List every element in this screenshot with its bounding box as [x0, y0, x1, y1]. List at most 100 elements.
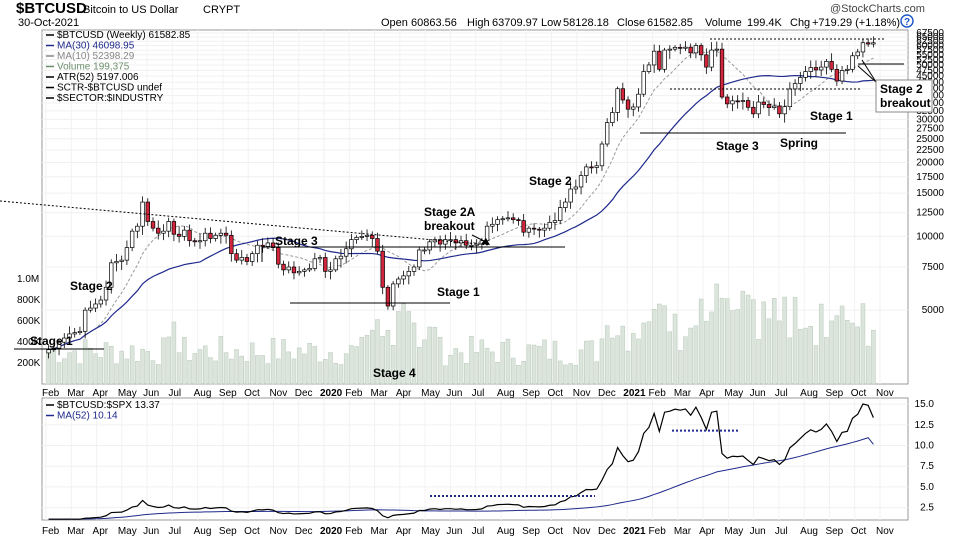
date-tick-label: Aug	[800, 526, 818, 537]
ratio-tick-label: 12.5	[915, 420, 935, 431]
annotation-stage2-left: Stage 2	[70, 279, 113, 293]
candle-body	[693, 45, 699, 54]
ratio-line	[48, 403, 874, 520]
volume-bar	[406, 311, 412, 385]
date-tick-label: Dec	[295, 526, 313, 537]
volume-bar	[678, 350, 683, 385]
volume-bar	[704, 320, 709, 385]
volume-bar	[552, 340, 558, 385]
volume-bar	[229, 358, 234, 385]
candle-body	[354, 237, 359, 240]
candle-body	[422, 249, 427, 252]
candle-body	[646, 64, 652, 72]
candle-body	[698, 45, 704, 56]
date-tick-label: Feb	[345, 388, 363, 399]
candle-body	[578, 175, 584, 188]
candle-body	[62, 337, 67, 343]
annotation-stage1-left: Stage 1	[30, 334, 73, 348]
candle-body	[751, 106, 756, 115]
candle-body	[119, 259, 124, 262]
candle-body	[182, 229, 187, 237]
date-tick-label: 2021	[623, 526, 646, 537]
candle-body	[281, 263, 286, 271]
volume-bar	[620, 325, 626, 385]
date-tick-label: Jun	[446, 526, 462, 537]
legend-entry: SCTR-$BTCUSD undef	[57, 83, 162, 94]
volume-bar	[672, 313, 678, 385]
candle-body	[192, 240, 197, 243]
volume-bar	[338, 364, 344, 385]
candle-body	[782, 106, 787, 115]
date-tick-label: Nov	[269, 526, 287, 537]
candle-body	[114, 261, 119, 264]
candle-body	[667, 48, 672, 51]
candle-body	[772, 105, 777, 108]
candle-body	[187, 229, 192, 242]
candle-body	[636, 93, 641, 108]
candle-body	[792, 83, 798, 90]
volume-bar	[521, 361, 526, 385]
volume-bar	[114, 363, 119, 385]
volume-bar	[333, 363, 338, 385]
candle-body	[229, 234, 234, 255]
date-tick-label: Oct	[547, 526, 563, 537]
date-tick-label: Jun	[143, 388, 159, 399]
chg-label: Chg	[790, 17, 810, 29]
volume-bar	[756, 339, 761, 385]
candle-body	[547, 222, 552, 229]
annotation-stage1-right: Stage 1	[810, 109, 853, 123]
volume-bar	[495, 361, 500, 385]
price-tick-label: 62500	[916, 36, 944, 47]
volume-bar	[526, 344, 532, 385]
price-tick-label: 67500	[916, 28, 944, 39]
volume-bar	[140, 348, 145, 385]
candle-body	[296, 270, 302, 274]
candle-body	[766, 104, 772, 108]
date-tick-label: Oct	[244, 526, 260, 537]
date-tick-label: Nov	[876, 388, 894, 399]
close-label: Close	[617, 17, 645, 29]
volume-bar	[145, 351, 151, 385]
help-icon[interactable]: ?	[900, 14, 914, 28]
volume-bar	[651, 308, 657, 385]
date-tick-label: Oct	[851, 526, 867, 537]
legend-entry: Volume 199,375	[57, 62, 130, 73]
date-tick-label: Jun	[446, 388, 462, 399]
volume-bar	[208, 357, 213, 385]
volume-bar	[563, 364, 568, 385]
candle-body	[244, 257, 250, 262]
candle-body	[276, 247, 281, 265]
candle-body	[568, 188, 573, 203]
volume-bar	[77, 363, 83, 385]
date-tick-label: Jul	[168, 526, 181, 537]
candle-body	[302, 269, 307, 272]
volume-bar	[474, 352, 479, 385]
ma30-line	[48, 74, 874, 351]
volume-bar	[302, 353, 307, 385]
volume-bar	[343, 353, 349, 385]
date-tick-label: Apr	[699, 388, 715, 399]
candle-body	[323, 257, 328, 272]
volume-bar	[192, 353, 198, 385]
candle-body	[505, 217, 511, 220]
volume-bar	[411, 322, 417, 385]
date-tick-label: Mar	[371, 526, 389, 537]
candle-body	[317, 257, 323, 260]
candle-body	[589, 166, 594, 169]
volume-bar	[537, 345, 542, 385]
volume-bar	[573, 365, 579, 385]
volume-bar	[792, 297, 798, 385]
volume-bar	[740, 290, 746, 385]
volume-bar	[182, 337, 187, 385]
candle-body	[604, 122, 610, 145]
date-tick-label: 2020	[320, 526, 343, 537]
price-tick-label: 27500	[916, 124, 944, 135]
candle-body	[46, 349, 51, 354]
volume-bar	[479, 339, 485, 385]
volume-bar	[244, 361, 250, 385]
candle-body	[683, 46, 688, 49]
volume-bar	[594, 361, 599, 385]
volume-bar	[260, 355, 265, 385]
volume-bar	[724, 298, 730, 385]
candle-body	[819, 66, 824, 71]
